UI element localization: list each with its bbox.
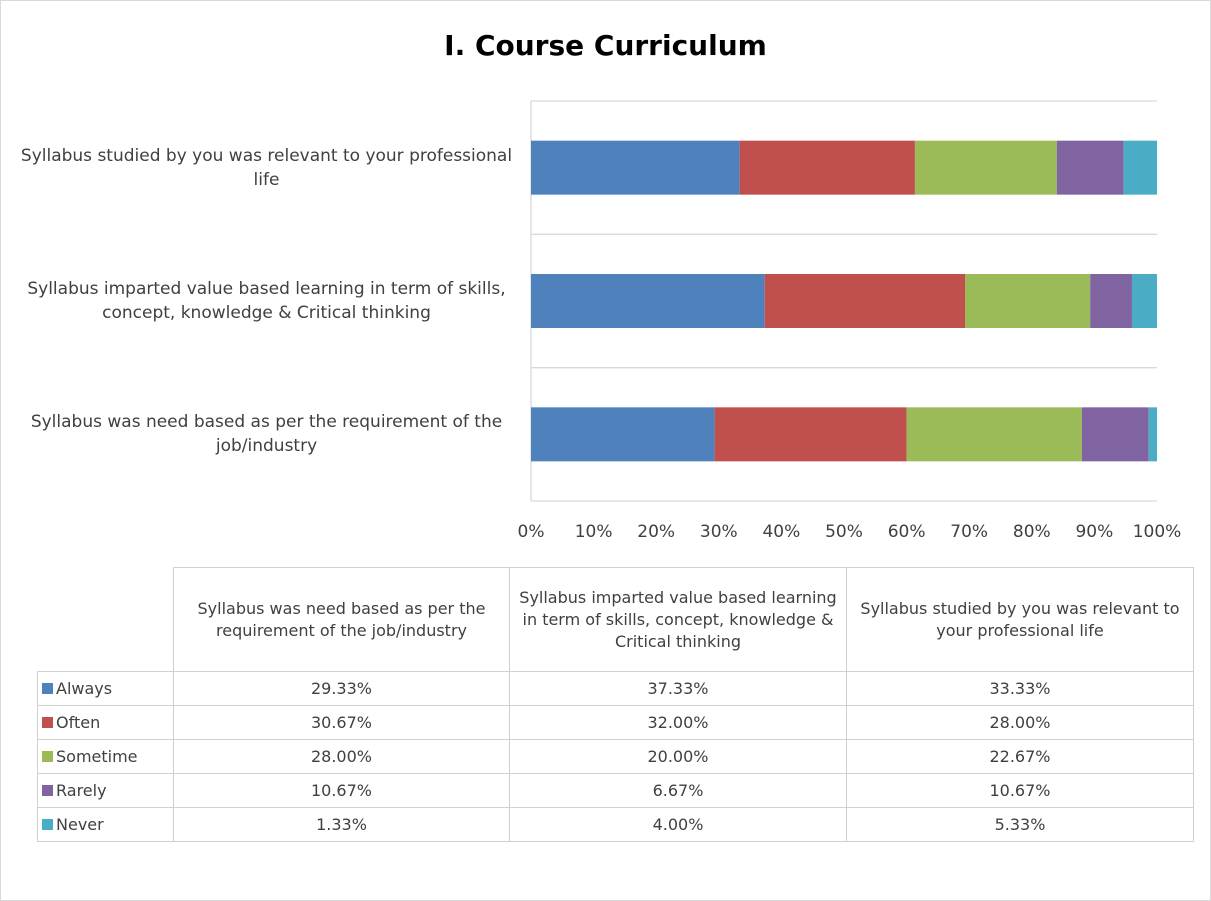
legend-cell: Often	[37, 705, 174, 740]
legend-swatch	[42, 751, 53, 762]
table-header: Syllabus studied by you was relevant to …	[846, 567, 1194, 672]
chart-title: I. Course Curriculum	[444, 29, 767, 62]
bar-segment	[531, 274, 765, 328]
bar-segment	[531, 140, 740, 195]
table-value: 28.00%	[846, 705, 1194, 740]
bar-segment	[531, 407, 715, 462]
legend-label: Sometime	[56, 746, 138, 766]
legend-swatch	[42, 717, 53, 728]
bar-segment	[914, 140, 1057, 195]
legend-cell: Always	[37, 671, 174, 706]
bar-segment	[1131, 274, 1157, 328]
legend-swatch	[42, 785, 53, 796]
x-tick-label: 0%	[517, 522, 545, 542]
bar-segment	[714, 407, 907, 462]
legend-cell: Rarely	[37, 773, 174, 808]
legend-swatch	[42, 683, 53, 694]
x-tick-label: 50%	[825, 522, 863, 542]
legend-label: Rarely	[56, 780, 107, 800]
x-tick-label: 10%	[574, 522, 613, 542]
table-value: 32.00%	[509, 705, 847, 740]
bar-segment	[764, 274, 966, 328]
x-tick-label: 70%	[950, 522, 989, 542]
table-value: 28.00%	[173, 739, 510, 774]
y-tick-label: Syllabus imparted value based learning i…	[27, 279, 506, 323]
table-header: Syllabus imparted value based learning i…	[509, 567, 847, 672]
x-tick-label: 80%	[1012, 522, 1051, 542]
bar-segment	[906, 407, 1082, 462]
bar-segment	[965, 274, 1091, 328]
table-value: 37.33%	[509, 671, 847, 706]
legend-swatch	[42, 819, 53, 830]
x-tick-label: 100%	[1132, 522, 1182, 542]
table-value: 6.67%	[509, 773, 847, 808]
x-tick-label: 60%	[887, 522, 926, 542]
table-value: 10.67%	[846, 773, 1194, 808]
x-tick-label: 40%	[762, 522, 801, 542]
legend-label: Often	[56, 712, 101, 732]
table-value: 5.33%	[846, 807, 1194, 842]
x-tick-label: 30%	[699, 522, 738, 542]
table-value: 10.67%	[173, 773, 510, 808]
bar-segment	[1056, 140, 1124, 195]
legend-cell: Sometime	[37, 739, 174, 774]
bar-segment	[739, 140, 915, 195]
legend-label: Never	[56, 814, 104, 834]
y-tick-label: Syllabus was need based as per the requi…	[30, 412, 503, 457]
bar-segment	[1123, 140, 1157, 195]
bar-segment	[1148, 407, 1157, 462]
table-value: 4.00%	[509, 807, 847, 842]
table-value: 29.33%	[173, 671, 510, 706]
legend-label: Always	[56, 678, 113, 698]
bar-segment	[1081, 407, 1149, 462]
y-tick-label: Syllabus studied by you was relevant to …	[20, 145, 513, 190]
table-value: 33.33%	[846, 671, 1194, 706]
table-header: Syllabus was need based as per the requi…	[173, 567, 510, 672]
table-value: 22.67%	[846, 739, 1194, 774]
bar-segment	[1090, 274, 1132, 328]
table-value: 30.67%	[173, 705, 510, 740]
table-value: 20.00%	[509, 739, 847, 774]
x-tick-label: 20%	[637, 522, 676, 542]
x-tick-label: 90%	[1075, 522, 1114, 542]
legend-cell: Never	[37, 807, 174, 842]
table-value: 1.33%	[173, 807, 510, 842]
